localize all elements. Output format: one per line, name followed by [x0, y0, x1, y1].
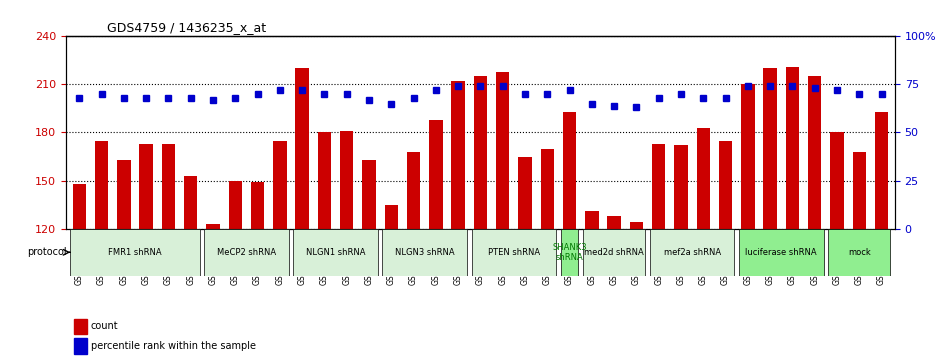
Bar [206, 224, 219, 229]
Bar [229, 180, 242, 229]
Bar [407, 152, 420, 229]
Bar [162, 144, 175, 229]
Text: NLGN3 shRNA: NLGN3 shRNA [395, 248, 455, 257]
Bar [74, 338, 87, 354]
Bar [74, 319, 87, 334]
Bar [363, 160, 376, 229]
Text: NLGN1 shRNA: NLGN1 shRNA [306, 248, 365, 257]
Text: mock: mock [848, 248, 870, 257]
FancyBboxPatch shape [71, 229, 200, 276]
Bar [830, 132, 844, 229]
Text: count: count [90, 321, 119, 331]
Bar [786, 67, 799, 229]
FancyBboxPatch shape [560, 229, 578, 276]
Bar [629, 222, 643, 229]
Bar [474, 76, 487, 229]
Bar [184, 176, 198, 229]
Bar [273, 140, 286, 229]
Bar [696, 128, 710, 229]
Bar [808, 76, 821, 229]
Bar [340, 131, 353, 229]
Bar [95, 140, 108, 229]
Text: GDS4759 / 1436235_x_at: GDS4759 / 1436235_x_at [107, 21, 267, 34]
Bar [541, 148, 554, 229]
Bar [563, 112, 577, 229]
Bar [652, 144, 665, 229]
Bar [430, 120, 443, 229]
FancyBboxPatch shape [472, 229, 556, 276]
Bar [674, 145, 688, 229]
FancyBboxPatch shape [739, 229, 823, 276]
Bar [139, 144, 153, 229]
FancyBboxPatch shape [382, 229, 467, 276]
Text: protocol: protocol [27, 247, 67, 257]
Bar [608, 216, 621, 229]
FancyBboxPatch shape [204, 229, 289, 276]
Bar [317, 132, 332, 229]
Text: FMR1 shRNA: FMR1 shRNA [108, 248, 162, 257]
Bar [518, 156, 531, 229]
Bar [117, 160, 131, 229]
Text: mef2a shRNA: mef2a shRNA [663, 248, 721, 257]
Bar [585, 211, 598, 229]
Bar [853, 152, 866, 229]
Bar [719, 140, 732, 229]
Text: luciferase shRNA: luciferase shRNA [745, 248, 817, 257]
FancyBboxPatch shape [828, 229, 890, 276]
FancyBboxPatch shape [650, 229, 735, 276]
Bar [296, 68, 309, 229]
Bar [384, 205, 398, 229]
Text: MeCP2 shRNA: MeCP2 shRNA [217, 248, 276, 257]
Bar [451, 81, 464, 229]
Bar [763, 68, 777, 229]
Bar [496, 72, 510, 229]
Bar [251, 182, 265, 229]
Text: med2d shRNA: med2d shRNA [584, 248, 644, 257]
Bar [73, 184, 86, 229]
FancyBboxPatch shape [583, 229, 645, 276]
Bar [875, 112, 888, 229]
Text: percentile rank within the sample: percentile rank within the sample [90, 341, 256, 351]
FancyBboxPatch shape [293, 229, 378, 276]
Bar [741, 85, 755, 229]
Text: PTEN shRNA: PTEN shRNA [488, 248, 540, 257]
Text: SHANK3
shRNA: SHANK3 shRNA [552, 242, 587, 262]
